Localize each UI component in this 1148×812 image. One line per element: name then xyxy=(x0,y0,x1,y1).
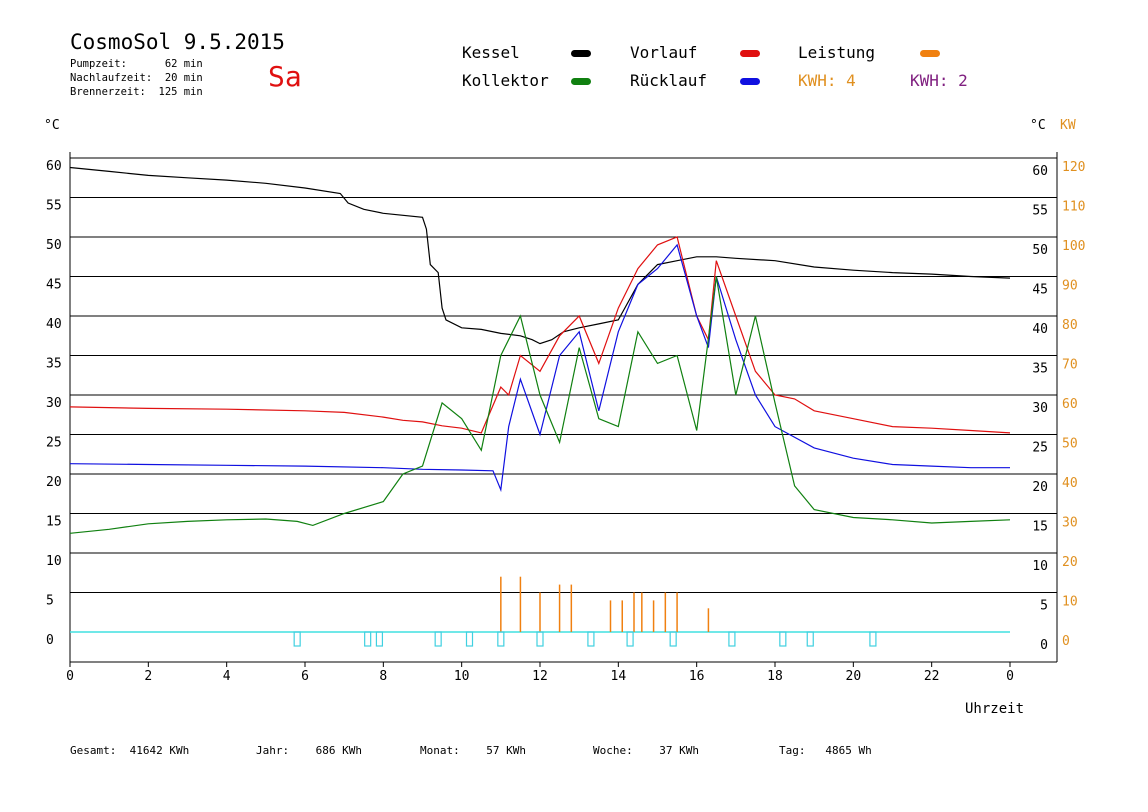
y-right-tick-label: 25 xyxy=(1032,441,1048,456)
y-right2-tick-label: 20 xyxy=(1062,555,1078,570)
y-right-tick-label: 10 xyxy=(1032,559,1048,574)
y-left-tick-label: 20 xyxy=(46,475,62,490)
legend-kollektor-swatch xyxy=(571,78,591,85)
y-right-tick-label: 50 xyxy=(1032,243,1048,258)
right-unit-label: °C xyxy=(1030,118,1046,133)
footer-gesamt: Gesamt: 41642 KWh xyxy=(70,744,190,757)
y-right2-tick-label: 120 xyxy=(1062,160,1085,175)
weekday-label: Sa xyxy=(268,60,302,93)
y-left-tick-label: 55 xyxy=(46,199,62,214)
y-left-tick-label: 5 xyxy=(46,594,54,609)
y-right-tick-label: 5 xyxy=(1040,599,1048,614)
footer-tag: Tag: 4865 Wh xyxy=(779,744,872,757)
x-tick-label: 0 xyxy=(66,669,74,684)
y-left-tick-label: 30 xyxy=(46,396,62,411)
pump-marker xyxy=(293,631,301,647)
legend-vorlauf-swatch xyxy=(740,50,760,57)
pump-marker xyxy=(434,631,442,647)
y-right-tick-label: 40 xyxy=(1032,322,1048,337)
x-tick-label: 10 xyxy=(454,669,470,684)
pump-marker xyxy=(728,631,736,647)
series-vorlauf xyxy=(69,236,1011,434)
y-left-tick-label: 25 xyxy=(46,436,62,451)
legend-kessel-label: Kessel xyxy=(462,43,520,62)
pump-marker xyxy=(497,631,505,647)
y-left-tick-label: 60 xyxy=(46,159,62,174)
footer-woche: Woche: 37 KWh xyxy=(593,744,699,757)
x-tick-label: 6 xyxy=(301,669,309,684)
legend-ruecklauf-swatch xyxy=(740,78,760,85)
y-right-tick-label: 60 xyxy=(1032,164,1048,179)
pump-marker xyxy=(806,631,814,647)
y-right2-tick-label: 30 xyxy=(1062,516,1078,531)
y-right2-tick-label: 70 xyxy=(1062,358,1078,373)
y-right-tick-label: 45 xyxy=(1032,283,1048,298)
y-right-tick-label: 0 xyxy=(1040,638,1048,653)
chart-title: CosmoSol 9.5.2015 xyxy=(70,30,285,54)
left-unit-label: °C xyxy=(44,118,60,133)
x-tick-label: 12 xyxy=(532,669,548,684)
legend-leistung-swatch xyxy=(920,50,940,57)
legend-kwh2-label: KWH: 2 xyxy=(910,71,968,90)
y-right-tick-label: 35 xyxy=(1032,362,1048,377)
x-tick-label: 4 xyxy=(223,669,231,684)
y-right-tick-label: 15 xyxy=(1032,520,1048,535)
y-right-tick-label: 55 xyxy=(1032,204,1048,219)
x-tick-label: 0 xyxy=(1006,669,1014,684)
pump-marker xyxy=(375,631,384,647)
pump-marker xyxy=(364,631,372,647)
legend-ruecklauf-label: Rücklauf xyxy=(630,71,708,90)
y-right2-tick-label: 110 xyxy=(1062,200,1085,215)
pumpzeit-text: Pumpzeit: 62 min xyxy=(70,58,203,70)
x-tick-label: 18 xyxy=(767,669,783,684)
legend-kollektor-label: Kollektor xyxy=(462,71,549,90)
legend-kessel-swatch xyxy=(571,50,591,57)
brennerzeit-text: Brennerzeit: 125 min xyxy=(70,86,203,98)
pump-marker xyxy=(626,631,634,647)
y-left-tick-label: 10 xyxy=(46,554,62,569)
x-tick-label: 16 xyxy=(689,669,705,684)
series-kessel xyxy=(69,166,1011,345)
x-tick-label: 22 xyxy=(924,669,940,684)
x-tick-label: 2 xyxy=(144,669,152,684)
y-left-tick-label: 0 xyxy=(46,633,54,648)
x-axis-label: Uhrzeit xyxy=(965,701,1025,717)
footer-jahr: Jahr: 686 KWh xyxy=(256,744,362,757)
y-right2-tick-label: 90 xyxy=(1062,279,1078,294)
y-left-tick-label: 40 xyxy=(46,317,62,332)
y-right2-tick-label: 100 xyxy=(1062,239,1085,254)
nachlaufzeit-text: Nachlaufzeit: 20 min xyxy=(70,72,203,84)
pump-marker xyxy=(779,631,787,647)
x-tick-label: 8 xyxy=(379,669,387,684)
pump-marker xyxy=(587,631,595,647)
y-left-tick-label: 15 xyxy=(46,515,62,530)
pump-marker xyxy=(465,631,474,647)
right-unit2-label: KW xyxy=(1060,118,1076,133)
pump-marker xyxy=(536,631,544,647)
x-tick-label: 20 xyxy=(846,669,862,684)
series-kollektor xyxy=(69,276,1011,534)
y-right2-tick-label: 60 xyxy=(1062,397,1078,412)
y-left-tick-label: 50 xyxy=(46,238,62,253)
legend-leistung-label: Leistung xyxy=(798,43,876,62)
y-right-tick-label: 20 xyxy=(1032,480,1048,495)
y-right-tick-label: 30 xyxy=(1032,401,1048,416)
y-right2-tick-label: 40 xyxy=(1062,476,1078,491)
x-tick-label: 14 xyxy=(611,669,627,684)
y-right2-tick-label: 80 xyxy=(1062,318,1078,333)
pump-marker xyxy=(869,631,877,647)
legend-kwh1-label: KWH: 4 xyxy=(798,71,856,90)
y-right2-tick-label: 50 xyxy=(1062,437,1078,452)
y-right2-tick-label: 10 xyxy=(1062,595,1078,610)
y-left-tick-label: 45 xyxy=(46,278,62,293)
y-left-tick-label: 35 xyxy=(46,357,62,372)
footer-monat: Monat: 57 KWh xyxy=(420,744,526,757)
series-rücklauf xyxy=(69,243,1010,493)
legend-vorlauf-label: Vorlauf xyxy=(630,43,698,62)
pump-marker xyxy=(669,631,677,647)
y-right2-tick-label: 0 xyxy=(1062,634,1070,649)
